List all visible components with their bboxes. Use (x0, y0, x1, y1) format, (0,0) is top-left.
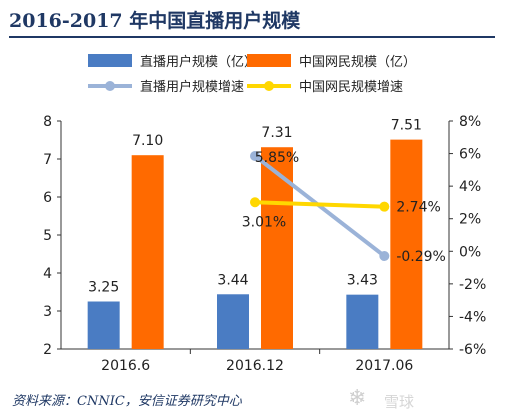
legend-label-2: 直播用户规模增速 (140, 79, 244, 95)
line-label-s2-0: 5.85% (255, 150, 299, 166)
point-s3-0 (250, 197, 260, 208)
y-tick-label-left-1: 3 (43, 304, 52, 320)
point-s3-1 (379, 201, 390, 212)
bar-label-s1-0: 7.10 (132, 133, 163, 149)
line-label-s3-1: 2.74% (396, 200, 440, 216)
chart-title: 2016-2017 年中国直播用户规模 (9, 10, 301, 32)
snowball-logo-icon: ❄ (348, 386, 367, 411)
bar-s0-2 (346, 294, 379, 349)
line-label-s2-1: -0.29% (396, 249, 446, 265)
y-tick-label-right-5: -2% (459, 277, 486, 293)
legend-label-3: 中国网民规模增速 (299, 80, 403, 95)
watermark-text: 雪球 (384, 393, 415, 411)
y-tick-label-right-4: 0% (459, 244, 481, 260)
legend-label-0: 直播用户规模（亿） (140, 54, 257, 70)
x-tick-label-1: 2016.12 (226, 358, 284, 374)
series-line-3 (254, 200, 385, 209)
y-tick-label-right-7: -6% (459, 342, 486, 358)
bar-label-s1-1: 7.31 (261, 125, 292, 141)
source-note: 资料来源：CNNIC，安信证券研究中心 (12, 394, 242, 409)
y-tick-label-right-3: 2% (459, 212, 481, 228)
y-tick-label-left-5: 7 (43, 152, 52, 168)
legend-marker-3 (264, 81, 274, 91)
y-tick-label-left-0: 2 (43, 342, 52, 358)
bar-label-s0-1: 3.44 (217, 272, 248, 288)
bar-label-s1-2: 7.51 (391, 118, 422, 134)
bar-s1-2 (390, 139, 423, 349)
x-tick-label-2: 2017.06 (355, 358, 413, 374)
y-tick-label-right-2: 4% (459, 179, 481, 195)
y-tick-label-left-6: 8 (43, 114, 52, 130)
legend-label-1: 中国网民规模（亿） (299, 55, 416, 70)
bar-s1-0 (131, 155, 164, 349)
legend-swatch-0 (88, 54, 132, 67)
bar-s0-1 (217, 294, 249, 349)
y-tick-label-left-4: 6 (43, 190, 52, 206)
y-tick-label-left-3: 5 (43, 228, 52, 244)
bar-label-s0-0: 3.25 (88, 280, 119, 296)
legend-marker-2 (105, 81, 115, 91)
legend-swatch-1 (247, 54, 291, 67)
bar-label-s0-2: 3.43 (347, 273, 378, 289)
y-tick-label-right-6: -4% (459, 309, 486, 325)
x-tick-label-0: 2016.6 (101, 358, 150, 374)
title-rule (9, 36, 495, 38)
bar-s0-0 (87, 301, 120, 349)
point-s2-1 (379, 251, 390, 262)
bar-s1-1 (261, 147, 293, 349)
line-label-s3-0: 3.01% (242, 214, 286, 230)
y-tick-label-right-0: 8% (459, 114, 481, 130)
y-tick-label-left-2: 4 (43, 266, 52, 282)
y-tick-label-right-1: 6% (459, 147, 481, 163)
point-s2-0 (250, 151, 260, 162)
